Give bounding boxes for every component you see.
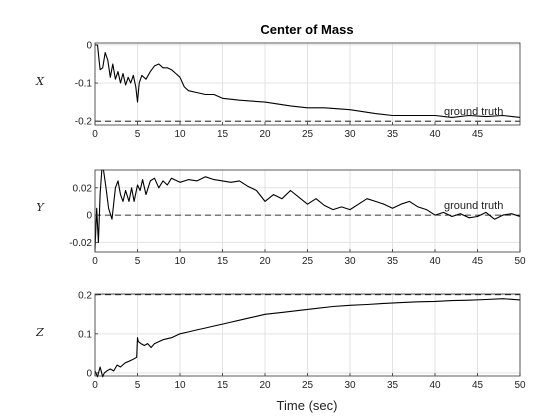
x-tick-label: 0	[92, 129, 98, 140]
y-tick-label: -0.1	[75, 79, 93, 90]
x-tick-label: 0	[92, 256, 98, 267]
y-tick-label: 0.2	[78, 290, 92, 301]
chart-title: Center of Mass	[260, 22, 353, 37]
x-tick-label: 15	[217, 256, 229, 267]
y-tick-label: 0	[86, 368, 92, 379]
subplot-y: 0 5 10 15 20 25 30 35 40 45 500.020-0.02Y ground tr…	[36, 169, 526, 267]
x-tick-label: 25	[302, 256, 314, 267]
y-tick-label: 0	[86, 211, 92, 222]
x-tick-label: 35	[387, 256, 399, 267]
x-tick-label: 45	[472, 256, 484, 267]
x-tick-label: 15	[217, 380, 229, 391]
x-tick-label: 10	[174, 380, 186, 391]
x-axis-label: Time (sec)	[277, 398, 338, 413]
x-tick-label: 25	[302, 380, 314, 391]
y-tick-label: 0	[86, 40, 92, 51]
y-tick-label: -0.2	[75, 117, 93, 128]
x-tick-label: 20	[259, 380, 271, 391]
x-tick-label: 10	[174, 256, 186, 267]
x-tick-label: 0	[92, 380, 98, 391]
series-line-y	[94, 169, 521, 250]
x-tick-label: 35	[387, 129, 399, 140]
x-tick-label: 20	[259, 256, 271, 267]
x-tick-label: 5	[135, 129, 141, 140]
ground-truth-annotation: ground truth	[444, 106, 503, 118]
x-tick-label: 15	[217, 129, 229, 140]
x-tick-label: 50	[514, 256, 526, 267]
x-tick-label: 30	[344, 380, 356, 391]
x-tick-label: 35	[387, 380, 399, 391]
y-axis-label: X	[35, 75, 45, 88]
x-tick-label: 5	[135, 380, 141, 391]
x-tick-label: 50	[514, 380, 526, 391]
x-tick-label: 20	[259, 129, 271, 140]
x-tick-label: 5	[135, 256, 141, 267]
x-tick-label: 40	[429, 380, 441, 391]
subplot-z: 0 5 10 15 20 25 30 35 40 45 50 0.2 0.1 0 Z	[35, 290, 526, 391]
x-tick-label: 45	[472, 129, 484, 140]
x-tick-label: 30	[344, 256, 356, 267]
x-tick-label: 10	[174, 129, 186, 140]
y-axis-label: Y	[36, 201, 45, 214]
x-tick-label: 40	[429, 256, 441, 267]
x-tick-label: 25	[302, 129, 314, 140]
y-tick-label: 0.02	[73, 183, 93, 194]
ground-truth-annotation: ground truth	[444, 200, 503, 212]
series-line-x	[95, 44, 521, 118]
series-line-z	[94, 298, 521, 378]
y-axis-label: Z	[35, 326, 44, 339]
y-tick-label: -0.02	[69, 238, 92, 249]
x-tick-label: 45	[472, 380, 484, 391]
y-tick-label: 0.1	[78, 329, 92, 340]
x-tick-label: 30	[344, 129, 356, 140]
x-tick-label: 40	[429, 129, 441, 140]
